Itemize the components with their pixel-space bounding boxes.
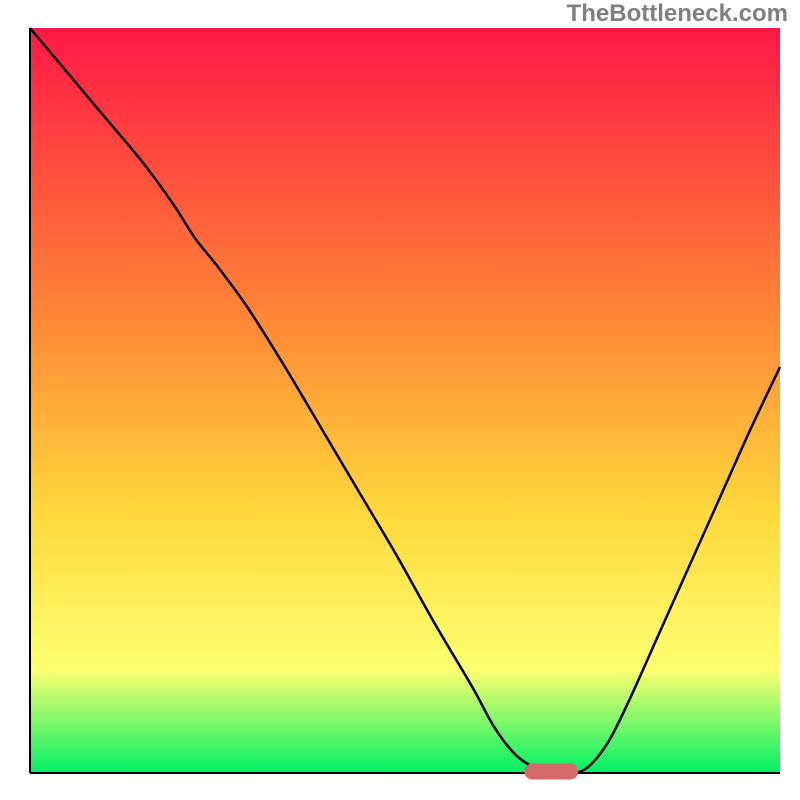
- optimal-marker: [524, 764, 578, 780]
- plot-background: [30, 28, 780, 773]
- bottleneck-chart: [0, 0, 800, 800]
- attribution-text: TheBottleneck.com: [567, 0, 788, 28]
- chart-container: TheBottleneck.com: [0, 0, 800, 800]
